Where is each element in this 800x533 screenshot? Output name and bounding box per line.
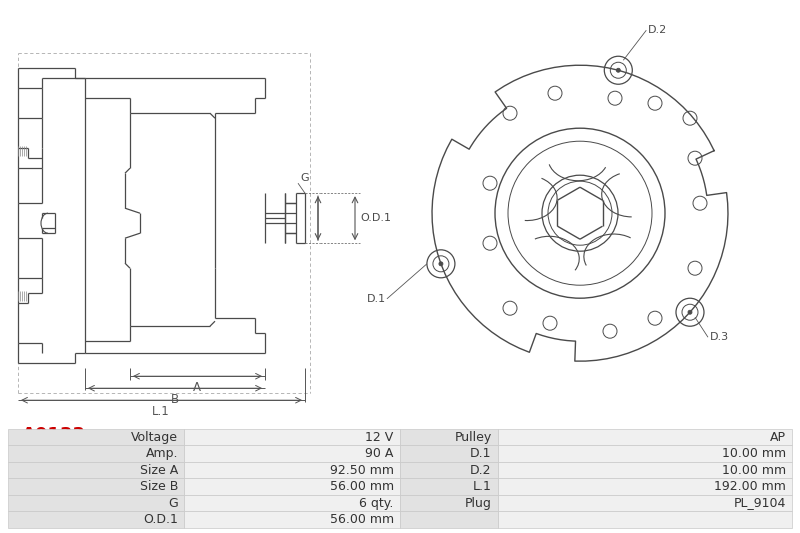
Text: Voltage: Voltage [131,431,178,444]
Bar [498,429,792,446]
Text: A0133: A0133 [22,426,86,444]
Text: AP: AP [770,431,786,444]
Bar [498,479,792,495]
Text: 192.00 mm: 192.00 mm [714,480,786,493]
Text: G: G [168,497,178,510]
Circle shape [688,310,692,314]
Text: 56.00 mm: 56.00 mm [330,513,394,526]
Text: Size A: Size A [140,464,178,477]
Bar [184,462,400,479]
Text: Size B: Size B [140,480,178,493]
Circle shape [439,262,443,266]
Text: 90 A: 90 A [366,447,394,460]
Bar [498,462,792,479]
Text: B: B [171,393,179,406]
Text: L.1: L.1 [473,480,492,493]
Text: A: A [193,381,201,394]
Text: 6 qty.: 6 qty. [359,497,394,510]
Text: D.1: D.1 [367,294,386,304]
Bar [184,479,400,495]
Bar [184,446,400,462]
Bar [498,446,792,462]
Bar [400,462,498,479]
Text: 10.00 mm: 10.00 mm [722,447,786,460]
Text: L.1: L.1 [152,405,170,418]
Text: D.1: D.1 [470,447,492,460]
Text: 10.00 mm: 10.00 mm [722,464,786,477]
Bar [8,462,184,479]
Text: O.D.1: O.D.1 [143,513,178,526]
Text: 12 V: 12 V [366,431,394,444]
Circle shape [616,68,620,72]
Bar [498,511,792,528]
Bar [400,495,498,511]
Bar [400,446,498,462]
Bar [498,495,792,511]
Text: PL_9104: PL_9104 [734,497,786,510]
Text: D.2: D.2 [470,464,492,477]
Bar [400,429,498,446]
Bar [184,429,400,446]
Text: 56.00 mm: 56.00 mm [330,480,394,493]
Text: G: G [301,173,310,183]
Bar [8,511,184,528]
Text: Amp.: Amp. [146,447,178,460]
Bar [8,479,184,495]
Bar [8,429,184,446]
Text: Plug: Plug [465,497,492,510]
Bar [184,511,400,528]
Text: 92.50 mm: 92.50 mm [330,464,394,477]
Text: D.2: D.2 [648,25,667,35]
Text: Pulley: Pulley [454,431,492,444]
Bar [8,446,184,462]
Bar [8,495,184,511]
Text: O.D.1: O.D.1 [360,213,391,223]
Bar [400,511,498,528]
Bar [184,495,400,511]
Bar [400,479,498,495]
Text: D.3: D.3 [710,332,729,342]
